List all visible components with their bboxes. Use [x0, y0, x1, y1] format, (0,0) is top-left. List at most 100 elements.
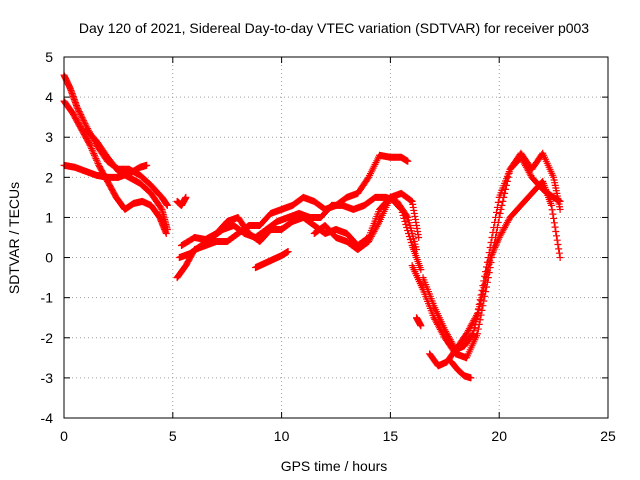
data-point	[553, 236, 561, 244]
data-point	[80, 117, 88, 125]
data-point	[75, 108, 83, 116]
data-point	[81, 120, 89, 128]
y-tick-label: 5	[45, 49, 53, 65]
data-point	[481, 277, 489, 285]
data-point	[94, 160, 102, 168]
series-4	[173, 193, 190, 209]
data-point	[487, 252, 495, 260]
data-point	[284, 248, 292, 256]
y-tick-label: -1	[41, 290, 54, 306]
plot-frame	[63, 56, 609, 419]
data-point	[407, 239, 415, 247]
data-point	[473, 312, 481, 320]
data-point	[396, 204, 404, 212]
data-point	[468, 331, 476, 339]
data-point	[90, 151, 98, 159]
series-9	[310, 189, 423, 254]
data-point	[556, 197, 564, 205]
data-point	[474, 309, 482, 317]
data-point	[93, 158, 101, 166]
data-point	[499, 197, 507, 205]
data-point	[555, 249, 563, 257]
data-point	[472, 318, 480, 326]
grid	[64, 57, 608, 418]
data-point	[143, 161, 151, 169]
x-tick-label: 25	[600, 428, 616, 444]
data-point	[404, 157, 412, 165]
data-point	[77, 112, 85, 120]
data-point	[92, 155, 100, 163]
data-point	[494, 198, 502, 206]
data-point	[405, 232, 413, 240]
data-point	[486, 257, 494, 265]
data-point	[89, 148, 97, 156]
data-point	[489, 249, 497, 257]
data-point	[484, 264, 492, 272]
data-point	[493, 239, 501, 247]
axis-ticks: 0 5 10 15 20 25 -4 -3 -2 -1 0 1 2 3 4 5	[41, 49, 616, 444]
data-point	[554, 241, 562, 249]
data-point	[473, 315, 481, 323]
data-point	[475, 306, 483, 314]
y-tick-label: 3	[45, 129, 53, 145]
data-point	[93, 156, 101, 164]
data-point	[405, 229, 413, 237]
data-point	[484, 267, 492, 275]
y-tick-label: -3	[41, 370, 54, 386]
data-point	[551, 223, 559, 231]
data-point	[88, 145, 96, 153]
data-point	[478, 294, 486, 302]
data-point	[417, 266, 425, 274]
data-point	[492, 208, 500, 216]
y-tick-label: 0	[45, 250, 53, 266]
data-point	[482, 274, 490, 282]
series-14	[413, 314, 425, 330]
data-point	[407, 197, 415, 205]
data-point	[489, 228, 497, 236]
series-0	[60, 71, 171, 209]
data-point	[157, 204, 165, 212]
data-point	[91, 153, 99, 161]
data-point	[399, 211, 407, 219]
data-point	[553, 232, 561, 240]
data-point	[492, 213, 500, 221]
data-points	[60, 71, 564, 382]
data-point	[478, 306, 486, 314]
data-point	[78, 114, 86, 122]
data-point	[417, 322, 425, 330]
data-point	[494, 237, 502, 245]
data-point	[548, 206, 556, 214]
x-tick-label: 15	[383, 428, 399, 444]
y-tick-label: -4	[41, 410, 54, 426]
data-point	[73, 103, 81, 111]
data-point	[550, 214, 558, 222]
data-point	[492, 240, 500, 248]
data-point	[491, 218, 499, 226]
data-point	[406, 236, 414, 244]
data-point	[476, 300, 484, 308]
data-point	[77, 111, 85, 119]
data-point	[490, 245, 498, 253]
data-point	[556, 254, 564, 262]
data-point	[552, 227, 560, 235]
data-point	[397, 205, 405, 213]
data-point	[404, 226, 412, 234]
data-point	[467, 374, 475, 382]
data-point	[480, 284, 488, 292]
data-point	[471, 321, 479, 329]
data-point	[491, 244, 499, 252]
data-point	[76, 109, 84, 117]
y-tick-label: 4	[45, 89, 53, 105]
data-point	[493, 203, 501, 211]
data-point	[403, 223, 411, 231]
x-tick-label: 5	[169, 428, 177, 444]
data-point	[474, 325, 482, 333]
data-point	[163, 225, 171, 233]
x-axis-title: GPS time / hours	[281, 458, 388, 474]
y-tick-label: -2	[41, 330, 54, 346]
data-point	[486, 254, 494, 262]
data-point	[476, 316, 484, 324]
data-point	[415, 234, 423, 241]
data-point	[163, 201, 171, 209]
